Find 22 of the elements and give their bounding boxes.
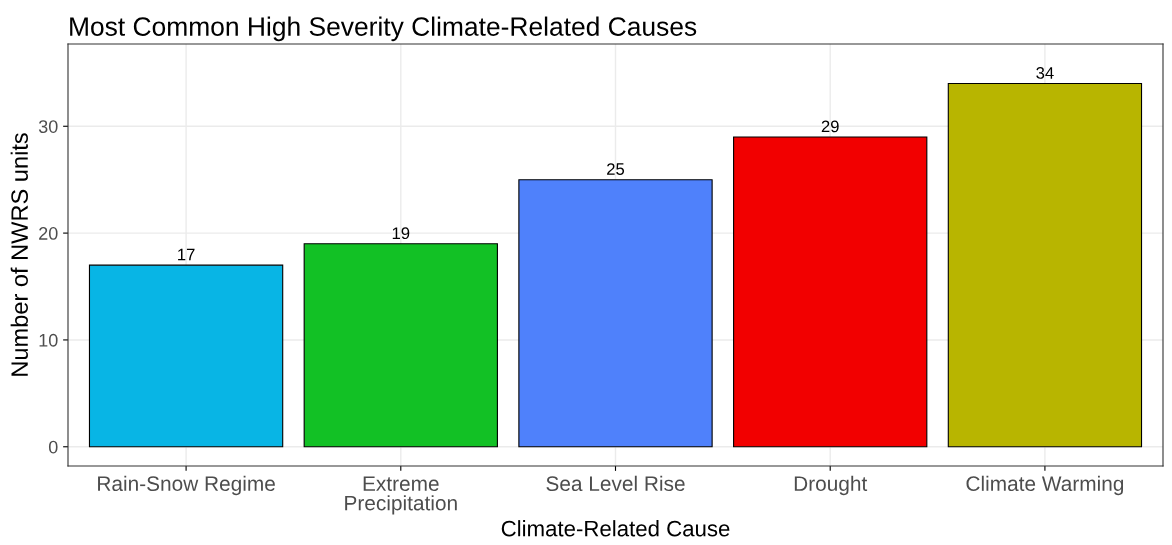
x-tick-label: Extreme Precipitation bbox=[345, 476, 457, 515]
bar bbox=[947, 82, 1143, 448]
y-tick-label: 20 bbox=[39, 227, 58, 240]
data-label: 19 bbox=[392, 227, 410, 240]
x-tick-label: Climate Warming bbox=[966, 475, 1124, 496]
data-label: 29 bbox=[821, 120, 839, 133]
chart-title: Most Common High Severity Climate-Related Causes bbox=[70, 16, 697, 42]
bar bbox=[733, 136, 928, 448]
x-tick-label: Drought bbox=[794, 475, 868, 496]
x-axis-title: Climate-Related Cause bbox=[501, 520, 730, 537]
y-tick-label: 30 bbox=[38, 120, 58, 133]
y-tick-label: 0 bbox=[48, 440, 58, 454]
y-axis-title: Number of NWRS units bbox=[10, 133, 28, 376]
bar bbox=[303, 243, 498, 448]
x-tick-label: Rain-Snow Regime bbox=[98, 475, 275, 496]
x-tick-label: Sea Level Rise bbox=[546, 475, 685, 492]
bar bbox=[88, 264, 284, 448]
data-label: 17 bbox=[178, 248, 195, 261]
data-label: 25 bbox=[607, 163, 625, 175]
y-tick-label: 10 bbox=[39, 333, 58, 347]
bar bbox=[518, 179, 713, 448]
data-label: 34 bbox=[1036, 67, 1054, 79]
